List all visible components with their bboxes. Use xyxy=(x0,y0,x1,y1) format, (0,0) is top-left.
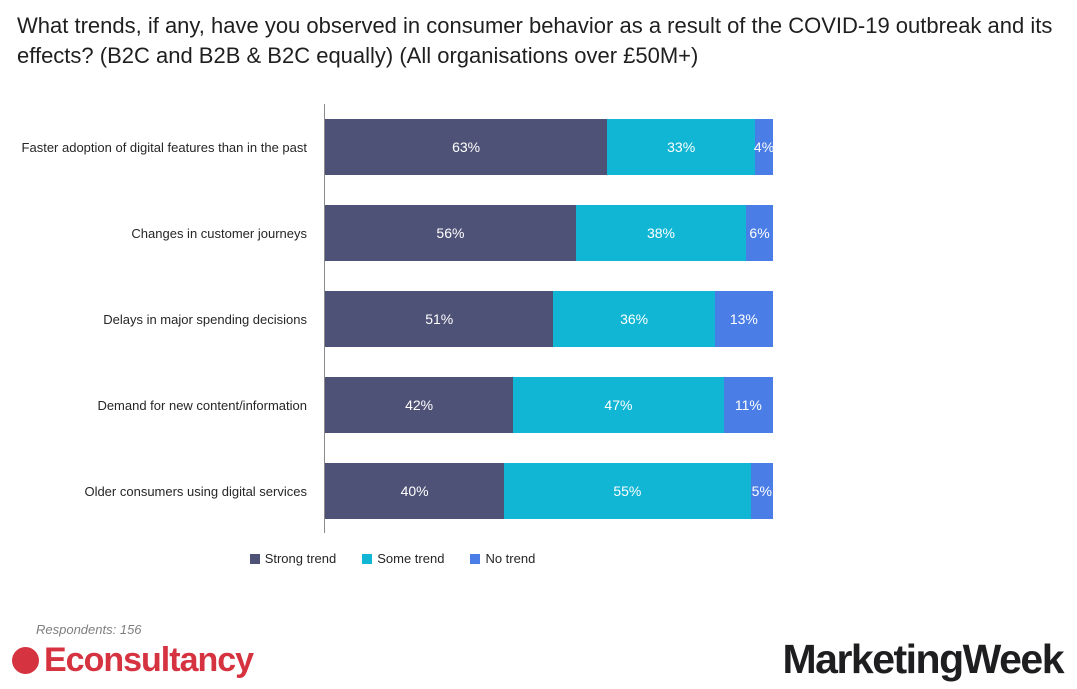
chart-row: Demand for new content/information 42% 47%… xyxy=(0,377,790,433)
bar-value-label: 5% xyxy=(751,483,772,499)
stacked-bar: 63% 33% 4% xyxy=(325,119,775,175)
category-label: Delays in major spending decisions xyxy=(103,311,307,327)
bar-value-label: 55% xyxy=(613,483,642,499)
legend-item-some-trend: Some trend xyxy=(362,551,444,566)
legend-item-strong-trend: Strong trend xyxy=(249,551,337,566)
bar-segment-no-trend: 13% xyxy=(714,291,773,347)
chart-title: What trends, if any, have you observed i… xyxy=(17,13,1053,68)
category-label: Older consumers using digital services xyxy=(84,483,307,499)
respondents-note: Respondents: 156 xyxy=(36,622,142,637)
bar-value-label: 47% xyxy=(604,397,633,413)
bar-segment-no-trend: 4% xyxy=(753,119,775,175)
bar-segment-no-trend: 6% xyxy=(746,205,773,261)
bar-segment-strong-trend: 51% xyxy=(325,291,554,347)
bar-segment-some-trend: 55% xyxy=(504,463,751,519)
legend-label: Strong trend xyxy=(264,551,337,566)
category-label: Demand for new content/information xyxy=(97,397,307,413)
legend-swatch-icon xyxy=(249,553,260,564)
stacked-bar: 56% 38% 6% xyxy=(325,205,773,261)
bar-segment-some-trend: 47% xyxy=(513,377,724,433)
bar-value-label: 33% xyxy=(667,139,696,155)
category-label: Faster adoption of digital features than… xyxy=(21,139,307,155)
bar-value-label: 38% xyxy=(646,225,675,241)
bar-segment-strong-trend: 42% xyxy=(325,377,514,433)
legend-item-no-trend: No trend xyxy=(470,551,535,566)
bar-value-label: 13% xyxy=(729,311,758,327)
bar-value-label: 4% xyxy=(753,139,775,155)
econsultancy-logo-text: Econsultancy xyxy=(44,641,254,679)
bar-segment-some-trend: 33% xyxy=(607,119,756,175)
bar-segment-strong-trend: 63% xyxy=(325,119,608,175)
legend-label: Some trend xyxy=(377,551,445,566)
bar-value-label: 11% xyxy=(734,397,762,413)
bar-segment-strong-trend: 40% xyxy=(325,463,505,519)
bar-value-label: 56% xyxy=(436,225,465,241)
bar-segment-some-trend: 36% xyxy=(553,291,715,347)
marketingweek-logo: MarketingWeek xyxy=(782,636,1064,682)
y-axis-line xyxy=(324,104,325,533)
bar-value-label: 36% xyxy=(620,311,649,327)
econsultancy-logo: Econsultancy xyxy=(12,641,254,680)
chart-row: Faster adoption of digital features than… xyxy=(0,119,790,175)
bar-segment-no-trend: 11% xyxy=(723,377,773,433)
bar-value-label: 42% xyxy=(405,397,434,413)
chart-legend: Strong trend Some trend No trend xyxy=(0,551,785,566)
bar-value-label: 63% xyxy=(452,139,481,155)
stacked-bar: 51% 36% 13% xyxy=(325,291,773,347)
legend-swatch-icon xyxy=(470,553,481,564)
legend-swatch-icon xyxy=(362,553,373,564)
bar-value-label: 6% xyxy=(749,225,770,241)
econsultancy-dot-icon xyxy=(12,647,39,674)
chart-row: Older consumers using digital services 40… xyxy=(0,463,790,519)
bar-value-label: 51% xyxy=(425,311,454,327)
bar-segment-some-trend: 38% xyxy=(575,205,747,261)
chart-row: Delays in major spending decisions 51% 36%… xyxy=(0,291,790,347)
bar-segment-strong-trend: 56% xyxy=(325,205,576,261)
stacked-bar: 42% 47% 11% xyxy=(325,377,773,433)
category-label: Changes in customer journeys xyxy=(131,225,307,241)
stacked-bar: 40% 55% 5% xyxy=(325,463,773,519)
chart-row: Changes in customer journeys 56% 38% 6% xyxy=(0,205,790,261)
bar-segment-no-trend: 5% xyxy=(750,463,773,519)
bar-value-label: 40% xyxy=(400,483,429,499)
legend-label: No trend xyxy=(485,551,536,566)
